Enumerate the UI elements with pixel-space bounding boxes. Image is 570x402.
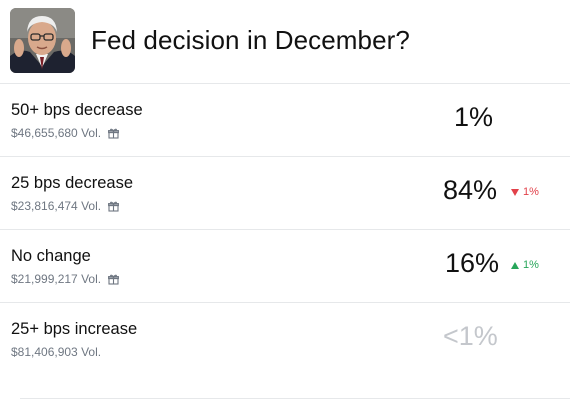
outcome-probability: 16% — [445, 248, 500, 278]
outcome-label: 50+ bps decrease — [11, 101, 143, 119]
outcome-label: No change — [11, 247, 91, 265]
outcome-row[interactable]: 25+ bps increase $81,406,903 Vol. <1% — [0, 302, 570, 375]
probability-change: 1% — [511, 259, 539, 271]
outcome-row[interactable]: No change $21,999,217 Vol. 16% 1% — [0, 229, 570, 302]
market-avatar[interactable] — [10, 7, 75, 73]
volume-text: $23,816,474 Vol. — [11, 199, 102, 213]
change-value: 1% — [523, 259, 539, 271]
fed-chair-portrait-icon — [10, 7, 75, 73]
outcome-probability: 1% — [454, 102, 494, 132]
outcome-label: 25 bps decrease — [11, 174, 134, 192]
outcome-probability: 84% — [443, 175, 498, 205]
triangle-up-icon — [511, 261, 519, 269]
gift-icon[interactable] — [108, 128, 120, 139]
outcome-probability: <1% — [443, 321, 498, 351]
probability-change: 1% — [511, 186, 539, 198]
bottom-divider — [20, 398, 570, 399]
market-title: Fed decision in December? — [91, 24, 410, 55]
volume-text: $46,655,680 Vol. — [11, 126, 102, 140]
outcome-volume: $81,406,903 Vol. — [11, 345, 101, 359]
gift-icon[interactable] — [108, 201, 120, 212]
outcome-row[interactable]: 50+ bps decrease $46,655,680 Vol. 1% — [0, 83, 570, 156]
triangle-down-icon — [511, 188, 519, 196]
outcome-volume: $21,999,217 Vol. — [11, 272, 120, 286]
market-header: Fed decision in December? — [10, 5, 410, 75]
outcome-row[interactable]: 25 bps decrease $23,816,474 Vol. 84% 1% — [0, 156, 570, 229]
outcome-label: 25+ bps increase — [11, 320, 138, 338]
volume-text: $21,999,217 Vol. — [11, 272, 102, 286]
outcome-volume: $46,655,680 Vol. — [11, 126, 120, 140]
gift-icon[interactable] — [108, 274, 120, 285]
volume-text: $81,406,903 Vol. — [11, 345, 102, 359]
outcome-volume: $23,816,474 Vol. — [11, 199, 120, 213]
change-value: 1% — [523, 186, 539, 198]
